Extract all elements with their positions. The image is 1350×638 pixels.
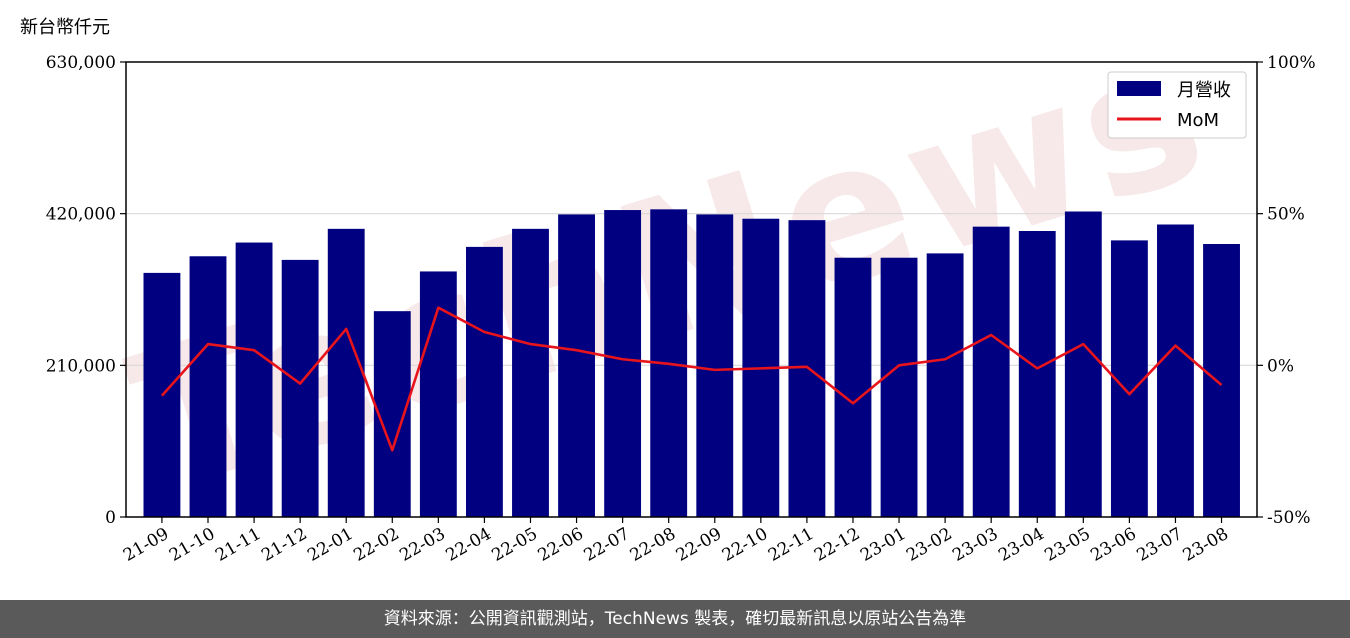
bar-22-06 — [558, 214, 595, 517]
plot-frame — [125, 61, 1258, 518]
x-axis: 21-0921-1021-1121-1222-0122-0222-0322-04… — [120, 517, 1232, 566]
x-tick-label-23-02: 23-02 — [903, 524, 955, 566]
x-tick-label-23-08: 23-08 — [1180, 524, 1232, 566]
bar-21-11 — [235, 242, 273, 518]
left-tick-label: 210,000 — [46, 356, 116, 376]
bar-22-09 — [696, 214, 734, 517]
right-axis: -50% 0% 50% 100% — [1257, 53, 1316, 528]
x-tick-label-22-03: 22-03 — [396, 524, 448, 566]
right-tick-label: 50% — [1267, 205, 1305, 225]
x-tick-label-22-01: 22-01 — [304, 524, 356, 566]
bar-21-12 — [281, 259, 319, 517]
mom-line-series — [160, 306, 1223, 452]
bar-22-05 — [512, 228, 549, 518]
x-tick-label-23-03: 23-03 — [949, 524, 1001, 566]
mom-line — [160, 306, 1223, 452]
right-tick-label: -50% — [1267, 508, 1311, 528]
x-tick-label-21-12: 21-12 — [258, 524, 310, 566]
x-tick-label-23-05: 23-05 — [1041, 524, 1093, 566]
bar-23-03 — [972, 226, 1010, 517]
x-tick-label-22-09: 22-09 — [673, 524, 725, 566]
x-tick-label-21-11: 21-11 — [212, 524, 264, 566]
legend-bar-swatch — [1117, 81, 1161, 96]
bar-22-03 — [419, 271, 457, 517]
bar-22-04 — [465, 246, 503, 517]
bar-22-12 — [834, 257, 872, 517]
x-tick-label-23-07: 23-07 — [1134, 524, 1186, 566]
legend-label-revenue: 月營收 — [1177, 80, 1231, 101]
bar-23-08 — [1203, 244, 1240, 517]
x-tick-label-22-02: 22-02 — [350, 524, 402, 566]
x-tick-label-22-04: 22-04 — [442, 524, 494, 566]
legend: 月營收 MoM — [1107, 71, 1247, 139]
plot-border — [125, 61, 1258, 518]
left-tick-label: 630,000 — [46, 53, 116, 73]
legend-label-mom: MoM — [1177, 110, 1219, 131]
x-tick-label-23-01: 23-01 — [857, 524, 909, 566]
bar-21-10 — [189, 256, 227, 517]
bar-23-06 — [1110, 240, 1148, 517]
bar-22-07 — [604, 210, 642, 518]
x-tick-label-22-05: 22-05 — [489, 524, 541, 566]
bar-series — [143, 209, 1240, 518]
x-tick-label-22-06: 22-06 — [535, 524, 587, 566]
bar-23-01 — [880, 257, 918, 517]
right-tick-label: 0% — [1267, 356, 1294, 376]
bar-23-02 — [926, 253, 964, 517]
x-tick-label-22-11: 22-11 — [765, 524, 817, 566]
x-tick-label-23-06: 23-06 — [1087, 524, 1139, 566]
left-tick-label: 0 — [105, 508, 116, 528]
x-tick-label-22-12: 22-12 — [811, 524, 863, 566]
bar-23-05 — [1064, 211, 1102, 517]
x-tick-label-21-09: 21-09 — [120, 524, 172, 566]
left-axis: 0 210,000 420,000 630,000 — [46, 53, 126, 528]
left-tick-label: 420,000 — [46, 205, 116, 225]
bar-22-11 — [788, 220, 826, 517]
right-tick-label: 100% — [1267, 53, 1316, 73]
x-tick-label-22-07: 22-07 — [581, 524, 633, 566]
bar-22-01 — [327, 228, 365, 518]
y-unit-label: 新台幣仟元 — [20, 17, 110, 38]
source-footer: 資料來源：公開資訊觀測站，TechNews 製表，確切最新訊息以原站公告為準 — [0, 600, 1350, 638]
bar-23-04 — [1018, 231, 1056, 517]
x-tick-label-22-08: 22-08 — [627, 524, 679, 566]
x-tick-label-22-10: 22-10 — [719, 524, 771, 566]
x-tick-label-23-04: 23-04 — [995, 524, 1047, 566]
bar-23-07 — [1157, 224, 1194, 517]
